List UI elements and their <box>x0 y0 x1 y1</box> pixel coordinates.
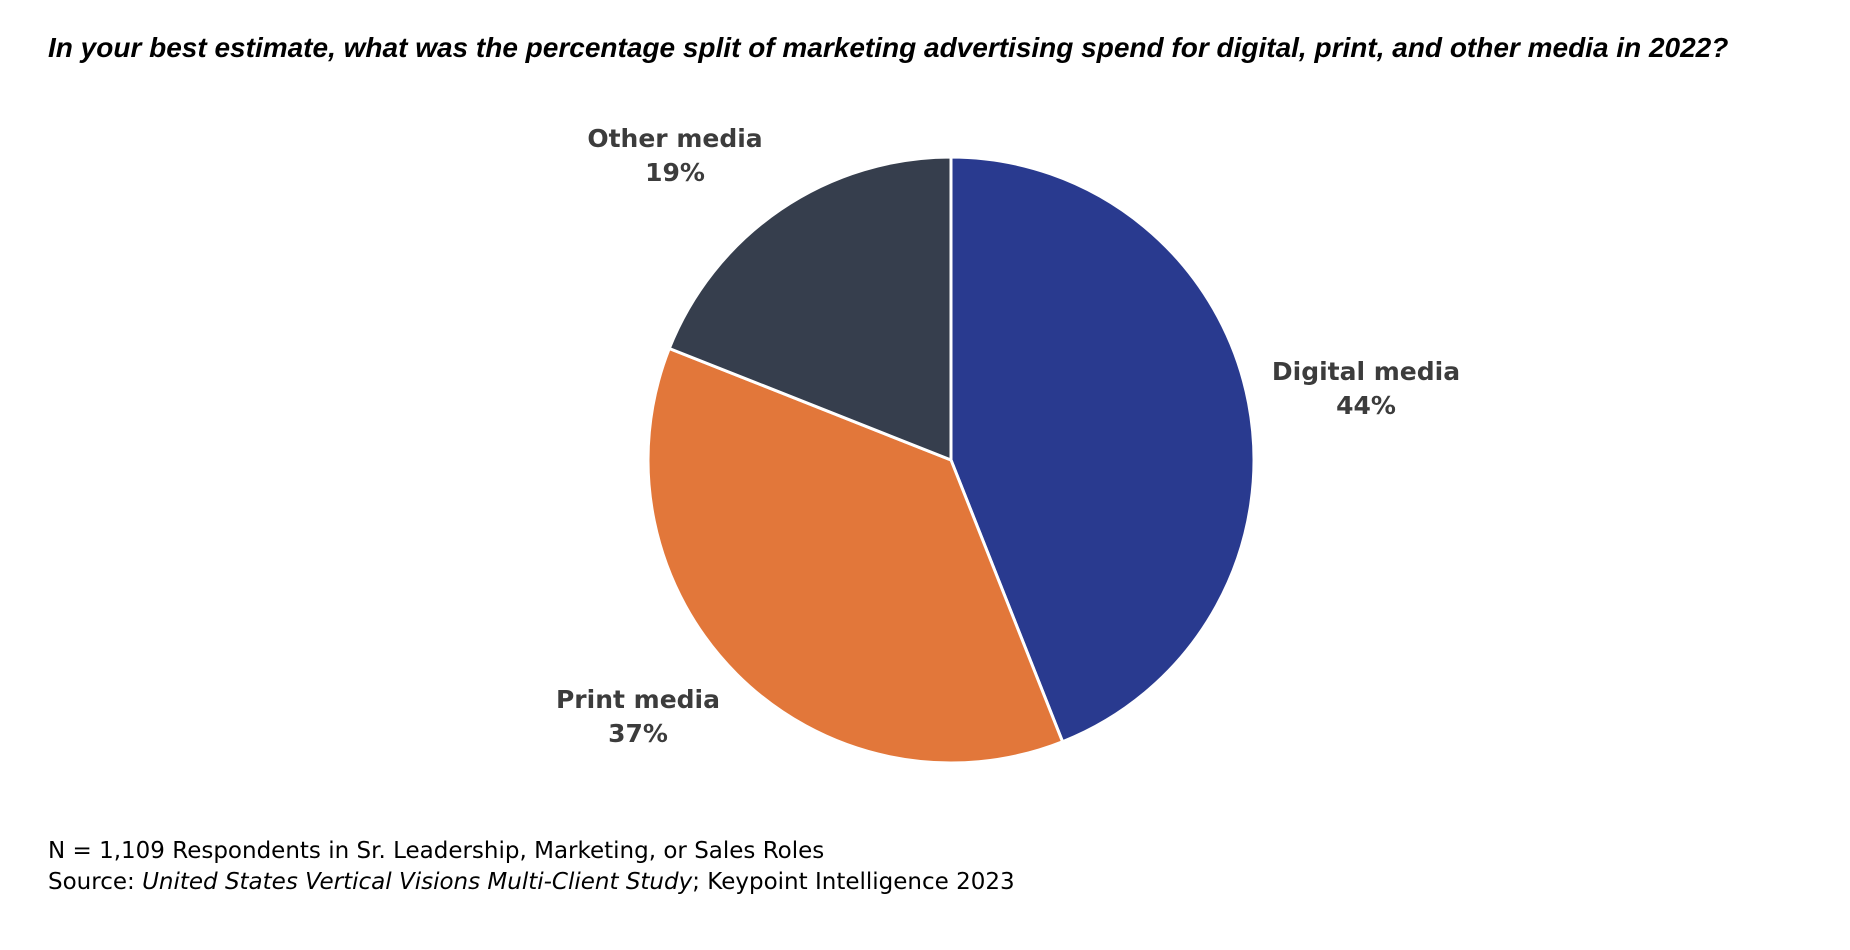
slice-label-other-media: Other media <box>587 124 762 153</box>
source-suffix: ; Keypoint Intelligence 2023 <box>692 869 1015 895</box>
source-prefix: Source: <box>48 869 143 895</box>
pie-slice-digital-media <box>949 155 1256 744</box>
slice-label-print-media: Print media <box>556 685 720 714</box>
chart-title: In your best estimate, what was the perc… <box>48 32 1729 63</box>
slice-value-print-media: 37% <box>608 719 668 748</box>
pie-slice-print-media <box>646 346 1065 765</box>
slice-value-other-media: 19% <box>645 158 705 187</box>
slice-labels: Digital media 44% Print media 37% Other medi… <box>556 124 1460 748</box>
pie-slice-other-media <box>667 155 953 462</box>
respondents-note: N = 1,109 Respondents in Sr. Leadership,… <box>48 838 825 864</box>
source-study: United States Vertical Visions Multi-Cli… <box>142 869 693 895</box>
slice-label-digital-media: Digital media <box>1272 357 1460 386</box>
slice-value-digital-media: 44% <box>1336 391 1396 420</box>
source-note: Source: United States Vertical Visions M… <box>48 867 1015 898</box>
footnote: N = 1,109 Respondents in Sr. Leadership,… <box>48 836 1015 898</box>
pie-slices <box>646 155 1256 765</box>
